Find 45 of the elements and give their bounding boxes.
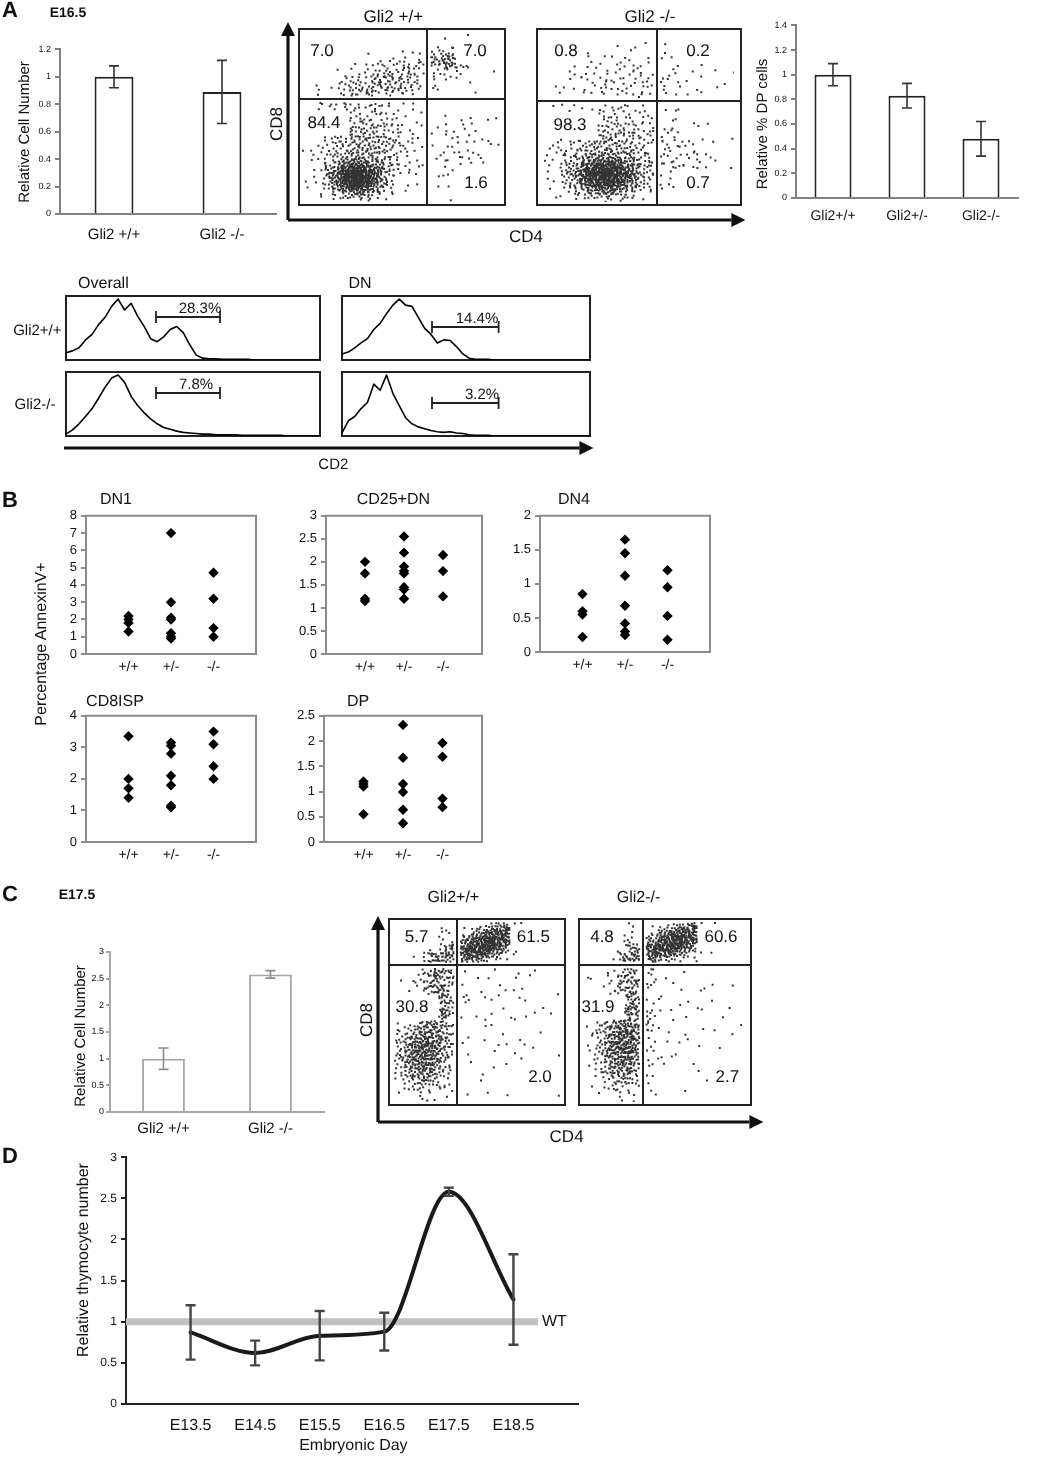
text: CD4 — [549, 1124, 584, 1145]
text: 31.9 — [581, 996, 615, 1017]
text: 5.7 — [404, 925, 429, 946]
text: 60.6 — [704, 925, 738, 946]
x-tick-label: E16.5 — [363, 1415, 407, 1434]
x-tick-label: E15.5 — [299, 1415, 343, 1434]
y-axis-title: Relative thymocyte number — [74, 1163, 92, 1357]
x-axis-title: Embryonic Day — [299, 1436, 408, 1454]
text: 7.0 — [463, 39, 487, 60]
chart-title: CD8ISP — [86, 691, 144, 709]
text: 4.8 — [590, 925, 614, 946]
text: CD4 — [508, 225, 544, 246]
text: Gli2 +/+ — [363, 5, 424, 26]
text: 84.4 — [307, 111, 341, 132]
x-tick-label: E14.5 — [234, 1415, 278, 1434]
text: CD8 — [355, 1002, 376, 1038]
text: 0.7 — [686, 171, 710, 192]
chart-title: CD25+DN — [356, 490, 431, 508]
x-tick-label: E18.5 — [493, 1415, 537, 1434]
text: 7.0 — [310, 39, 334, 60]
chart-title: DN4 — [557, 490, 591, 508]
y-axis-title: Percentage AnnexinV+ — [32, 562, 50, 726]
chart-title: DN — [348, 274, 372, 292]
text: B — [2, 489, 18, 513]
chart-title: DP — [346, 691, 370, 709]
text: CD8 — [265, 106, 286, 142]
text: 61.5 — [516, 925, 550, 946]
text: 2.7 — [715, 1064, 740, 1085]
text: C — [2, 883, 18, 907]
chart-title: Overall — [78, 274, 129, 292]
text: D — [2, 1145, 18, 1169]
text: 0.8 — [554, 39, 578, 60]
x-tick-label: E17.5 — [428, 1415, 472, 1434]
text: Gli2+/+ — [427, 888, 480, 906]
text: 98.3 — [553, 113, 587, 134]
text: 30.8 — [395, 996, 429, 1017]
ref-line-label: WT — [542, 1311, 568, 1330]
text: 2.0 — [528, 1064, 552, 1085]
chart-title: DN1 — [99, 490, 133, 508]
text: Gli2-/- — [616, 888, 661, 906]
text: 1.6 — [464, 170, 488, 191]
x-tick-label: E13.5 — [170, 1415, 214, 1434]
text: Gli2 -/- — [624, 5, 676, 26]
text: 0.2 — [686, 39, 710, 60]
text: A — [2, 0, 18, 23]
